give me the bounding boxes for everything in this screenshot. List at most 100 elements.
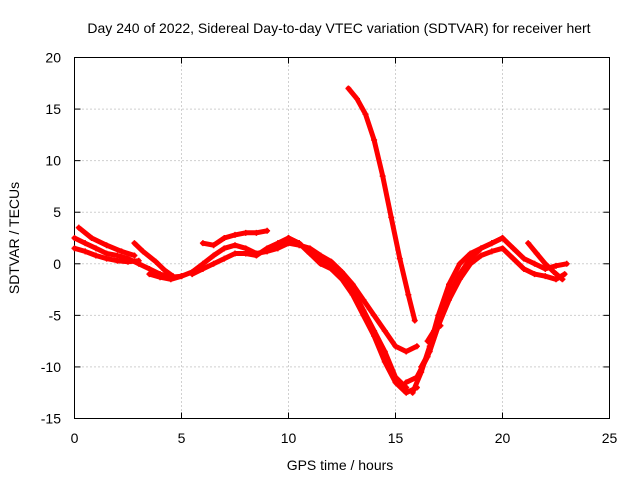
data-point [178,273,185,280]
data-point [146,265,153,272]
x-tick-label: 0 [71,430,79,446]
data-point [424,338,431,345]
y-axis-label: SDTVAR / TECUs [6,182,22,294]
data-point [525,240,532,247]
data-point [161,266,168,273]
data-point [499,235,506,241]
data-point [431,327,438,334]
data-point [403,389,410,396]
y-tick-label: 15 [45,101,61,117]
data-point [82,248,89,255]
data-point [559,276,566,283]
data-point [405,291,412,298]
data-point [114,252,121,259]
data-series [71,85,570,396]
data-point [103,250,110,257]
data-point [409,389,416,396]
y-tick-label: -5 [49,307,62,323]
data-point [242,229,249,236]
data-point [403,348,410,355]
data-point [75,224,82,231]
data-point [371,137,378,144]
data-point [114,257,121,264]
y-tick-label: -10 [41,359,61,375]
data-point [232,242,238,249]
data-point [199,240,206,247]
data-point [360,296,367,303]
data-point [456,276,463,283]
data-point [264,227,271,234]
data-point [210,252,217,259]
data-point [392,343,399,350]
data-point [467,255,474,262]
data-point [456,260,463,267]
x-tick-label: 15 [388,430,404,446]
data-point [199,260,206,267]
data-point [242,245,249,252]
data-point [131,240,138,247]
data-point [488,240,495,247]
x-tick-label: 5 [178,430,186,446]
data-point [520,265,527,272]
y-tick-label: 5 [53,204,61,220]
data-point [103,255,110,262]
data-point [553,276,559,283]
data-point [317,260,324,267]
series-track-2 [71,245,142,265]
data-point [221,235,228,241]
data-point [221,255,228,262]
data-point [353,95,360,102]
data-point [510,245,517,252]
data-point [296,240,303,247]
data-point [285,240,292,247]
data-point [118,248,125,255]
data-point [403,379,410,386]
data-point [232,250,238,257]
data-point [146,271,153,278]
data-point [88,235,95,241]
data-point [388,214,395,221]
x-axis-label: GPS time / hours [287,457,394,473]
data-point [379,173,386,180]
axis-ticks [74,57,610,419]
data-point [478,245,485,252]
data-point [167,276,174,283]
data-point [381,358,388,365]
data-point [426,348,433,355]
data-point [71,245,78,252]
data-point [221,245,228,252]
data-point [135,257,142,264]
data-point [478,252,485,259]
data-point [392,379,399,386]
data-point [553,262,559,269]
x-tick-label: 10 [281,430,297,446]
series-track-13 [424,322,444,345]
data-point [210,260,217,267]
series-track-12 [418,245,568,370]
data-point [253,252,260,259]
data-point [274,240,281,247]
data-point [82,240,89,247]
data-point [242,250,249,257]
data-point [499,245,506,252]
data-point [274,245,281,252]
series-track-8 [285,235,420,396]
x-tick-label: 25 [602,430,618,446]
data-point [542,260,549,267]
series-track-3 [75,224,138,259]
data-point [520,255,527,262]
data-point [413,343,420,350]
data-point [71,235,78,241]
data-point [92,245,99,252]
data-point [413,374,420,381]
data-point [446,281,452,288]
data-point [396,255,403,262]
series-track-9 [345,85,418,324]
data-point [542,273,549,280]
data-point [418,363,425,370]
data-point [531,260,538,267]
data-point [381,327,388,334]
data-point [488,248,495,255]
data-point [157,274,164,281]
